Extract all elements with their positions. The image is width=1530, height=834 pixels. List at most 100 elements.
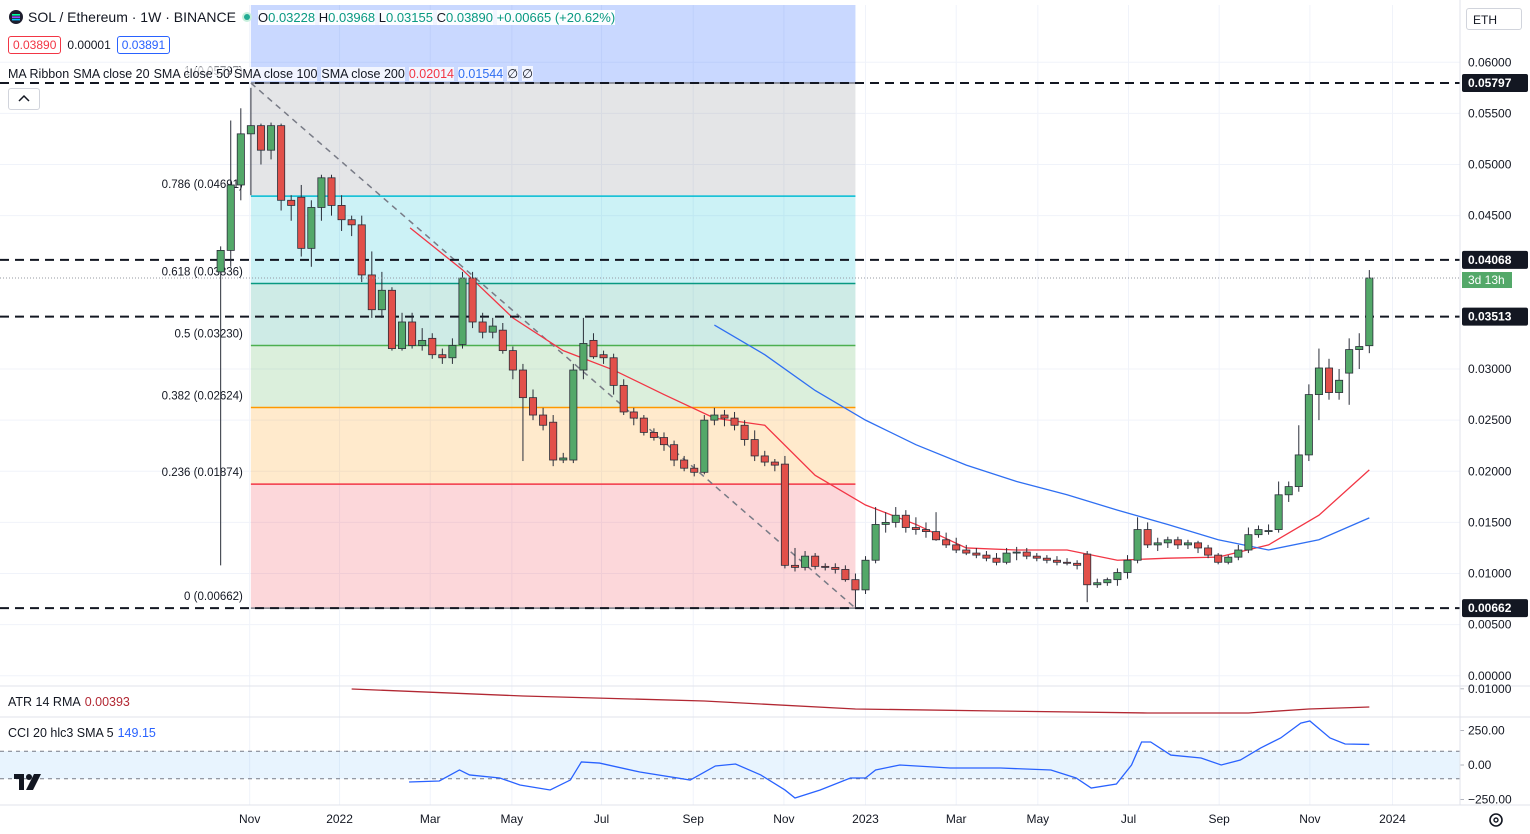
candle-body (841, 569, 850, 581)
candle-body (418, 339, 427, 346)
candle-body (1143, 529, 1152, 546)
fib-zone (250, 196, 856, 284)
x-tick-label: May (501, 812, 524, 826)
candle-body (851, 579, 860, 591)
ohlc-values: O0.03228 H0.03968 L0.03155 C0.03890 +0.0… (257, 9, 616, 25)
candle-body (609, 357, 618, 386)
y-tick-label: 250.00 (1468, 724, 1505, 738)
candle-body (760, 455, 769, 463)
candle-body (1224, 556, 1233, 563)
indicator-name[interactable]: MA Ribbon (8, 66, 70, 81)
y-tick-label: −250.00 (1468, 792, 1512, 806)
currency: ETH (1473, 13, 1497, 27)
candle-body (1314, 367, 1323, 395)
candle-body (942, 539, 951, 546)
indicator-name[interactable]: ATR 14 RMA (8, 695, 81, 709)
candle-body (347, 219, 356, 226)
ohlc-value: 0.03155 (385, 9, 433, 25)
candle-body (1355, 346, 1364, 350)
fib-zone (250, 83, 856, 197)
series-name: SMA close 50 (153, 66, 231, 81)
candle-body (1325, 367, 1334, 393)
candle-body (821, 565, 830, 568)
candle-body (569, 369, 578, 461)
status-dot (241, 12, 252, 22)
candle-body (1022, 551, 1031, 557)
collapse-button[interactable] (8, 88, 40, 110)
settings-icon[interactable] (1486, 810, 1506, 830)
indicator-value: 149.15 (117, 726, 156, 740)
x-tick-label: Nov (239, 812, 260, 826)
indicator-line (351, 688, 1370, 714)
countdown-tag (1462, 272, 1512, 289)
candle-body (700, 419, 709, 473)
candle-body (1073, 562, 1082, 566)
candle-body (1063, 561, 1072, 564)
y-tick-label: 0.00 (1468, 758, 1492, 772)
candle-body (790, 564, 799, 568)
level-tag (1462, 307, 1528, 326)
fib-zone (250, 484, 856, 609)
cci-legend: CCI 20 hlc3 SMA 5 149.15 (8, 726, 156, 740)
y-tick-label: 0.06000 (1468, 55, 1512, 69)
symbol-title[interactable]: SOL / Ethereum · 1W · BINANCE (28, 9, 236, 25)
x-tick-label: Mar (946, 812, 967, 826)
candle-body (1274, 494, 1283, 530)
candle-body (216, 250, 225, 273)
sell-price[interactable]: 0.03890 (8, 36, 62, 54)
ohlc-value: 0.03968 (328, 9, 376, 25)
level-tag-label: 0.00662 (1468, 601, 1512, 615)
candle-body (317, 177, 326, 208)
candle-body (1214, 554, 1223, 563)
candle-body (599, 354, 608, 359)
candle-body (488, 325, 497, 333)
y-tick-label: 0.05500 (1468, 106, 1512, 120)
candle-body (498, 329, 507, 352)
candle-body (972, 552, 981, 556)
buy-price[interactable]: 0.03891 (116, 36, 171, 54)
candle-body (639, 417, 648, 433)
y-tick-label: 0.01500 (1468, 515, 1512, 529)
candle-body (297, 196, 306, 249)
candle-body (670, 444, 679, 461)
candle-body (992, 557, 1001, 563)
candle-body (549, 421, 558, 461)
x-tick-label: Nov (1299, 812, 1320, 826)
candle-body (287, 199, 296, 206)
candle-body (508, 350, 517, 371)
level-tag (1462, 599, 1528, 618)
series-name: SMA close 200 (321, 66, 405, 81)
indicator-name[interactable]: CCI 20 hlc3 SMA 5 (8, 726, 114, 740)
candle-body (871, 524, 880, 561)
ohlc-value: 0.03890 (446, 9, 493, 25)
candle-body (398, 321, 407, 349)
candle-body (1153, 542, 1162, 546)
candle-body (327, 177, 336, 206)
candle-body (740, 424, 749, 440)
candle-body (982, 554, 991, 559)
candle-body (1173, 539, 1182, 546)
series-value: 0.01544 (458, 66, 504, 81)
candle-body (770, 461, 779, 466)
candle-body (448, 345, 457, 359)
y-tick-label: 0.02500 (1468, 413, 1512, 427)
series-name: SMA close 20 (73, 66, 150, 81)
candle-body (246, 125, 255, 135)
x-tick-label: Jul (594, 812, 609, 826)
moving-average-line (409, 227, 1370, 561)
candle-body (619, 384, 628, 413)
candle-body (911, 527, 920, 530)
candle-body (1133, 529, 1142, 561)
candle-body (307, 207, 316, 249)
candle-body (267, 125, 276, 151)
candle-body (367, 274, 376, 311)
candle-body (438, 354, 447, 359)
candle-body (690, 467, 699, 473)
candle-body (1194, 542, 1203, 549)
candle-body (579, 343, 588, 371)
candle-body (589, 339, 598, 358)
candle-body (468, 277, 477, 323)
currency-button[interactable]: ETH (1466, 8, 1522, 30)
candle-body (952, 544, 961, 551)
moving-average-line (714, 324, 1370, 551)
